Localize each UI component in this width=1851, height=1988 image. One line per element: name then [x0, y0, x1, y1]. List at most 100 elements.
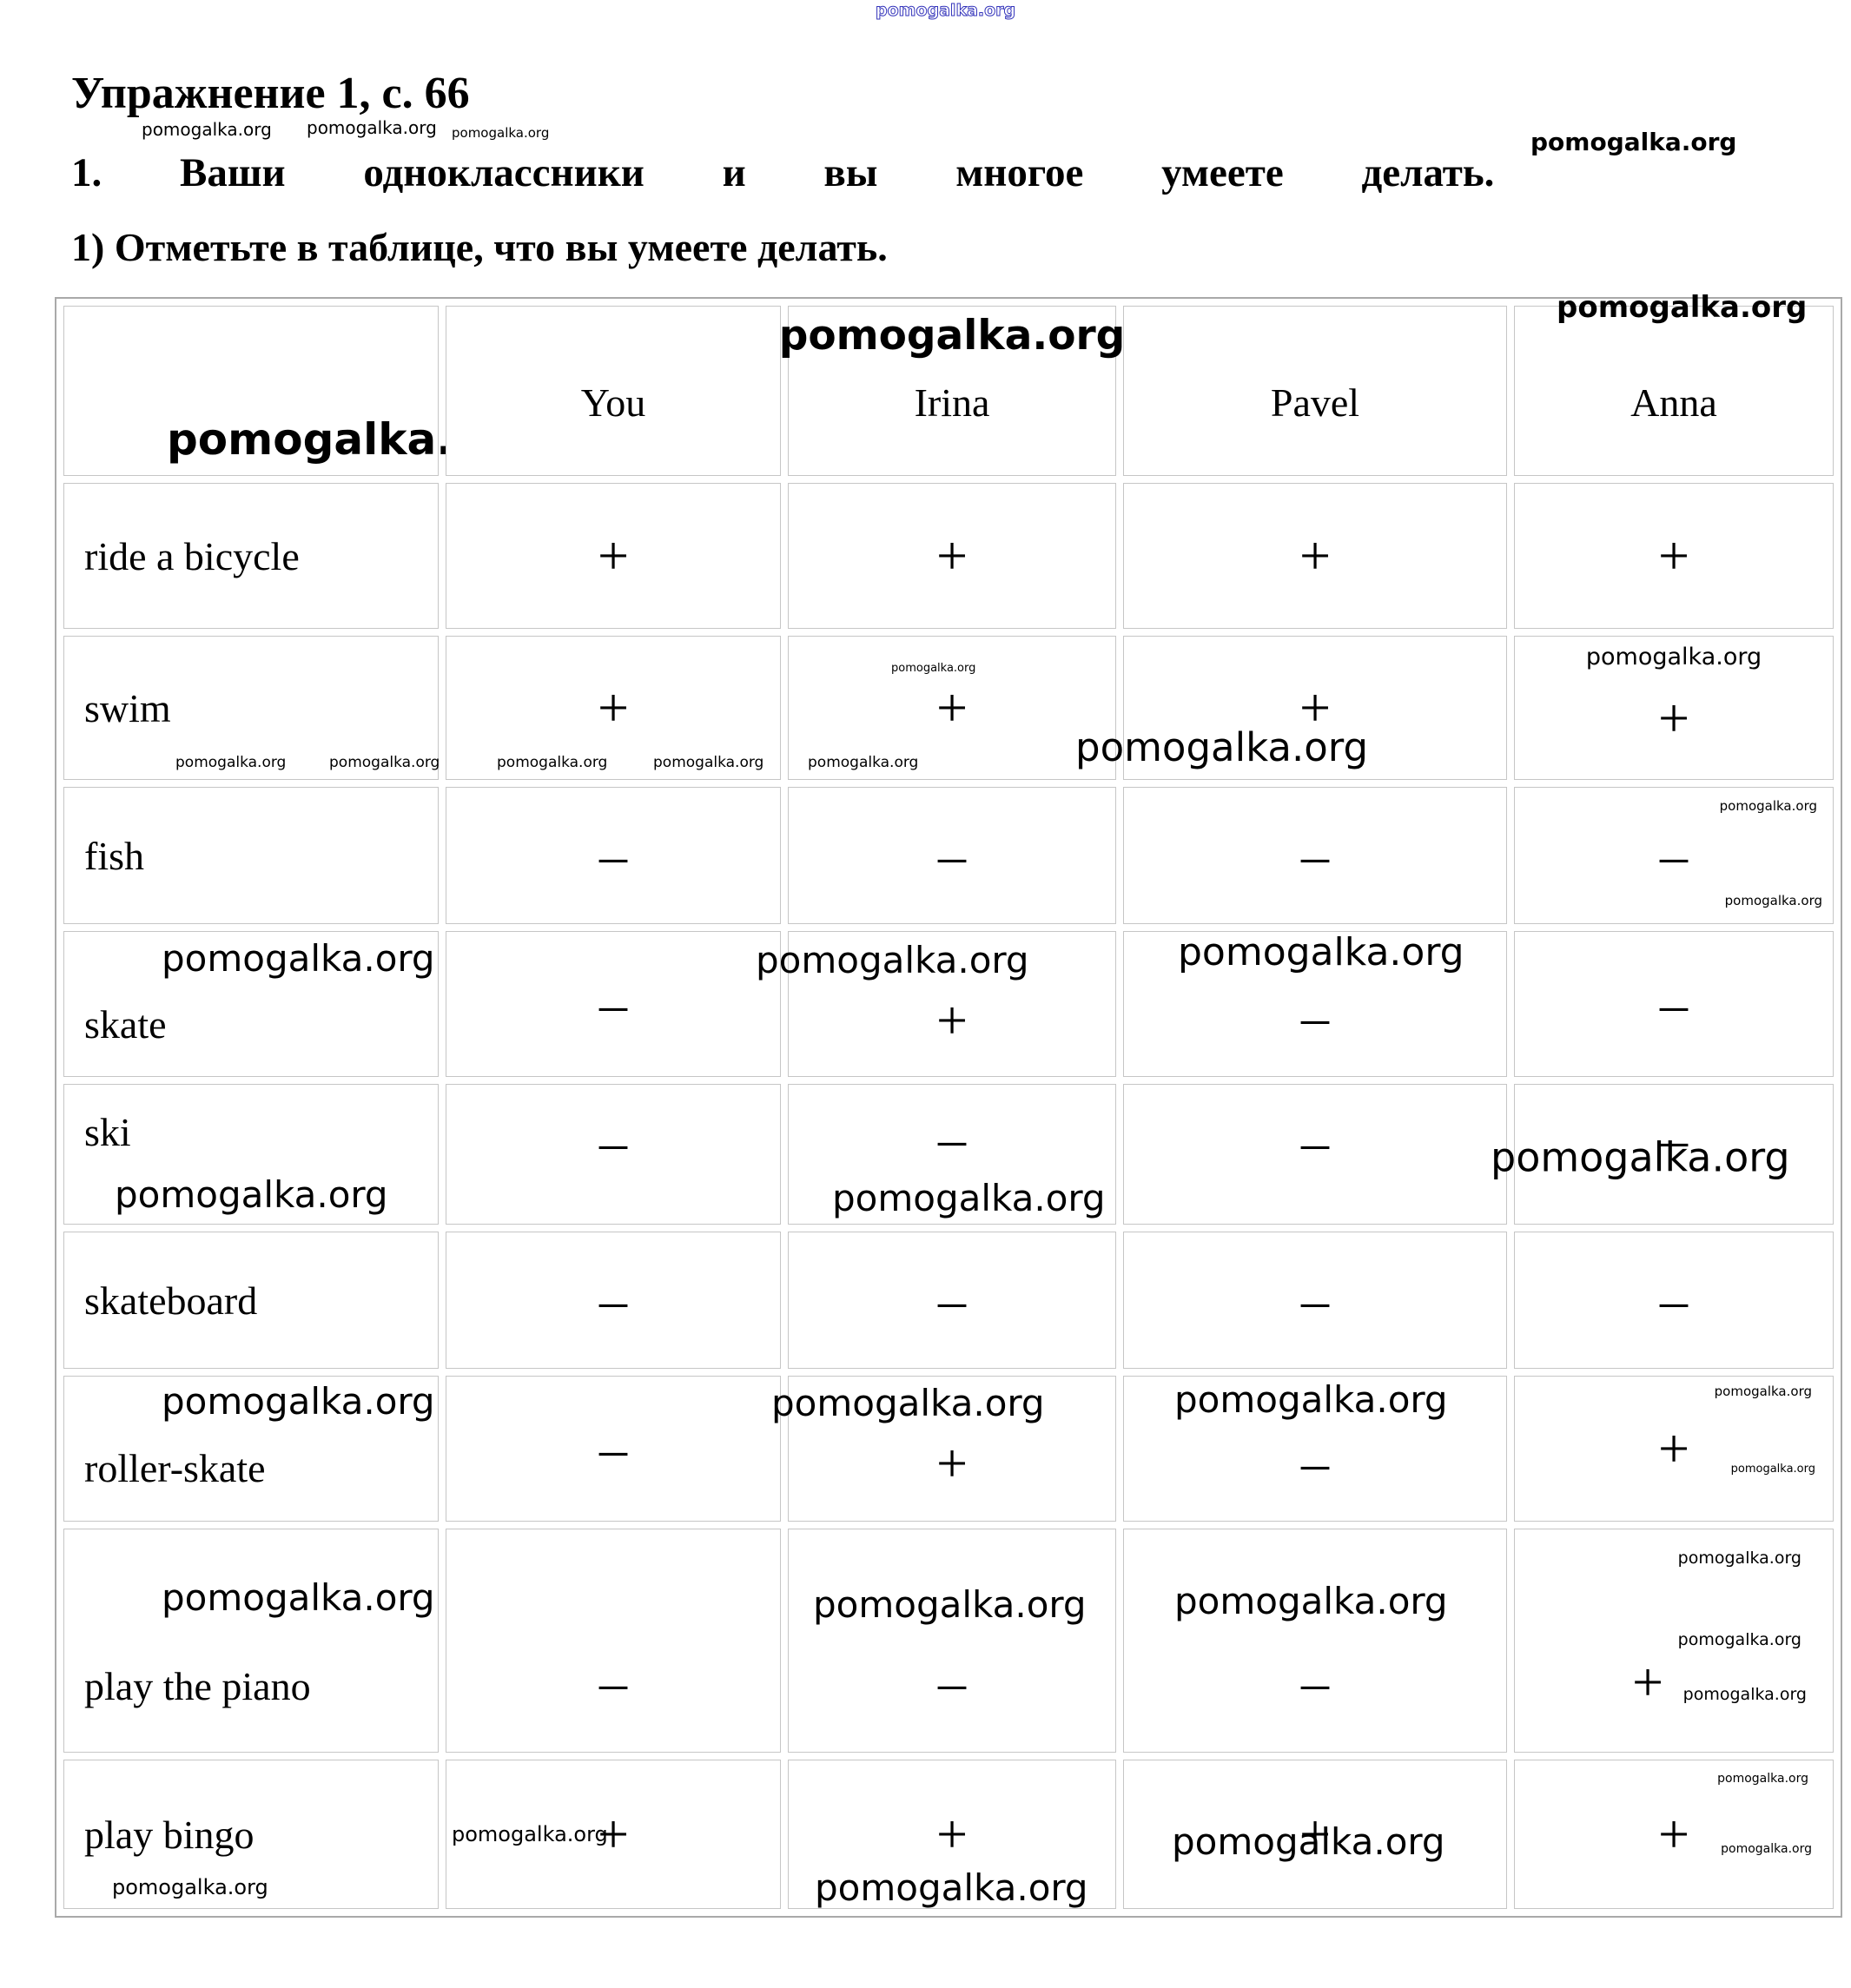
mark-cell: + pomogalka.org [788, 1760, 1116, 1909]
mark-cell: + [1514, 483, 1834, 629]
mark: – [1660, 824, 1688, 886]
mark: + [935, 1803, 968, 1865]
mark-cell: – [446, 787, 781, 924]
mark: – [1660, 973, 1688, 1034]
mark: – [938, 1651, 966, 1713]
mark: + [597, 677, 630, 738]
watermark: pomogalka.org [1677, 1629, 1801, 1649]
mark-cell: – [1123, 787, 1507, 924]
watermark: pomogalka.org [162, 1380, 435, 1423]
watermark: pomogalka.org [808, 754, 919, 771]
watermark: pomogalka.org [1530, 128, 1737, 156]
mark: + [1657, 525, 1690, 586]
mark-cell: – [446, 1232, 781, 1369]
watermark: pomogalka.org [1724, 893, 1822, 908]
watermark: pomogalka.org [1682, 1685, 1807, 1704]
table-row: pomogalka.org roller-skate – pomogalka.o… [63, 1376, 1834, 1522]
mark-cell: pomogalka.org – [1123, 1529, 1507, 1753]
row-label: roller-skate [84, 1445, 266, 1490]
mark-cell: pomogalka.org – pomogalka.org [1514, 787, 1834, 924]
watermark: pomogalka.org [1585, 644, 1762, 670]
watermark: pomogalka.org [452, 1822, 608, 1846]
mark: – [1301, 1269, 1329, 1331]
watermark: pomogalka.org [875, 1, 1016, 20]
watermark: pomogalka.org [307, 117, 437, 138]
mark: – [599, 1651, 627, 1713]
column-header-label: Pavel [1270, 380, 1360, 425]
mark-cell: – [1514, 1232, 1834, 1369]
row-label-cell: play bingo pomogalka.org [63, 1760, 439, 1909]
row-label-cell: ski pomogalka.org [63, 1084, 439, 1225]
row-label: play the piano [84, 1663, 311, 1708]
watermark: pomogalka.org [1717, 1772, 1808, 1786]
mark: – [599, 824, 627, 886]
subtask-text: 1) Отметьте в таблице, что вы умеете дел… [71, 225, 888, 269]
mark-cell: + pomogalka.org [1123, 1760, 1507, 1909]
watermark: pomogalka.org [1714, 1384, 1812, 1399]
mark: + [935, 677, 968, 738]
mark: – [1660, 1269, 1688, 1331]
table-row: ski pomogalka.org – – pomogalka.org – – … [63, 1084, 1834, 1225]
mark: – [1301, 986, 1329, 1047]
watermark: pomogalka.org [778, 312, 1126, 360]
mark-cell: pomogalka.org – [1123, 931, 1507, 1077]
mark-cell: pomogalka.org + [1514, 636, 1834, 780]
mark: – [1660, 1108, 1688, 1170]
row-label: swim [84, 685, 171, 730]
mark-cell: + [788, 483, 1116, 629]
mark-cell: pomogalka.org – [1123, 1376, 1507, 1522]
row-label: skateboard [84, 1278, 258, 1323]
watermark: pomogalka.org [497, 754, 608, 771]
watermark: pomogalka.org [1719, 798, 1817, 814]
row-label-cell: pomogalka.org roller-skate [63, 1376, 439, 1522]
column-header-label: You [580, 380, 646, 425]
mark: + [935, 525, 968, 586]
mark-cell: – pomogalka.org [788, 1084, 1116, 1225]
row-label-cell: pomogalka.org skate [63, 931, 439, 1077]
mark-cell: pomogalka.org + [771, 1376, 1116, 1522]
mark-cell: pomogalka.org + [756, 931, 1116, 1077]
mark: + [1299, 1803, 1332, 1865]
row-label-cell: pomogalka.org play the piano [63, 1529, 439, 1753]
mark-cell: pomogalka.org – [788, 1529, 1116, 1753]
mark: – [599, 1269, 627, 1331]
mark: – [1301, 824, 1329, 886]
mark: – [938, 1107, 966, 1169]
mark: + [1657, 687, 1690, 749]
mark: – [1301, 1431, 1329, 1493]
mark-cell: – [446, 931, 781, 1077]
row-label: ride a bicycle [84, 533, 300, 578]
mark: + [1631, 1651, 1664, 1713]
mark-cell: pomogalka.org + pomogalka.org [788, 636, 1116, 780]
watermark: pomogalka.org [1174, 1580, 1448, 1622]
watermark: pomogalka.org [813, 1583, 1087, 1626]
column-header-you: You [446, 306, 781, 476]
mark: – [938, 824, 966, 886]
table-row: ride a bicycle + + + + [63, 483, 1834, 629]
mark-cell: + [1123, 483, 1507, 629]
watermark: pomogalka.org [115, 1173, 388, 1216]
watermark: pomogalka.org [1491, 1133, 1790, 1181]
watermark: pomogalka.org [815, 1866, 1088, 1909]
watermark: pomogalka.org [832, 1177, 1106, 1219]
mark-cell: – pomogalka.org [1491, 1084, 1834, 1225]
mark: – [599, 1417, 627, 1479]
table-row: swim pomogalka.org pomogalka.org + pomog… [63, 636, 1834, 780]
table-row: skateboard – – – – [63, 1232, 1834, 1369]
column-header-label: Irina [914, 380, 990, 425]
exercise-title: Упражнение 1, с. 66 [71, 69, 470, 118]
watermark: pomogalka.org [452, 125, 550, 141]
table-row: pomogalka.org skate – pomogalka.org + po… [63, 931, 1834, 1077]
mark: + [935, 1432, 968, 1494]
column-header-irina: pomogalka.org Irina [779, 306, 1125, 476]
row-label: play bingo [84, 1812, 255, 1857]
watermark: pomogalka.org [1730, 1462, 1815, 1476]
row-label-cell: skateboard [63, 1232, 439, 1369]
watermark: pomogalka.org [329, 754, 440, 771]
mark: – [1301, 1111, 1329, 1172]
row-label: fish [84, 833, 144, 878]
column-header-label: Anna [1630, 380, 1717, 425]
mark: + [1657, 1803, 1690, 1865]
watermark: pomogalka.org [891, 662, 976, 675]
